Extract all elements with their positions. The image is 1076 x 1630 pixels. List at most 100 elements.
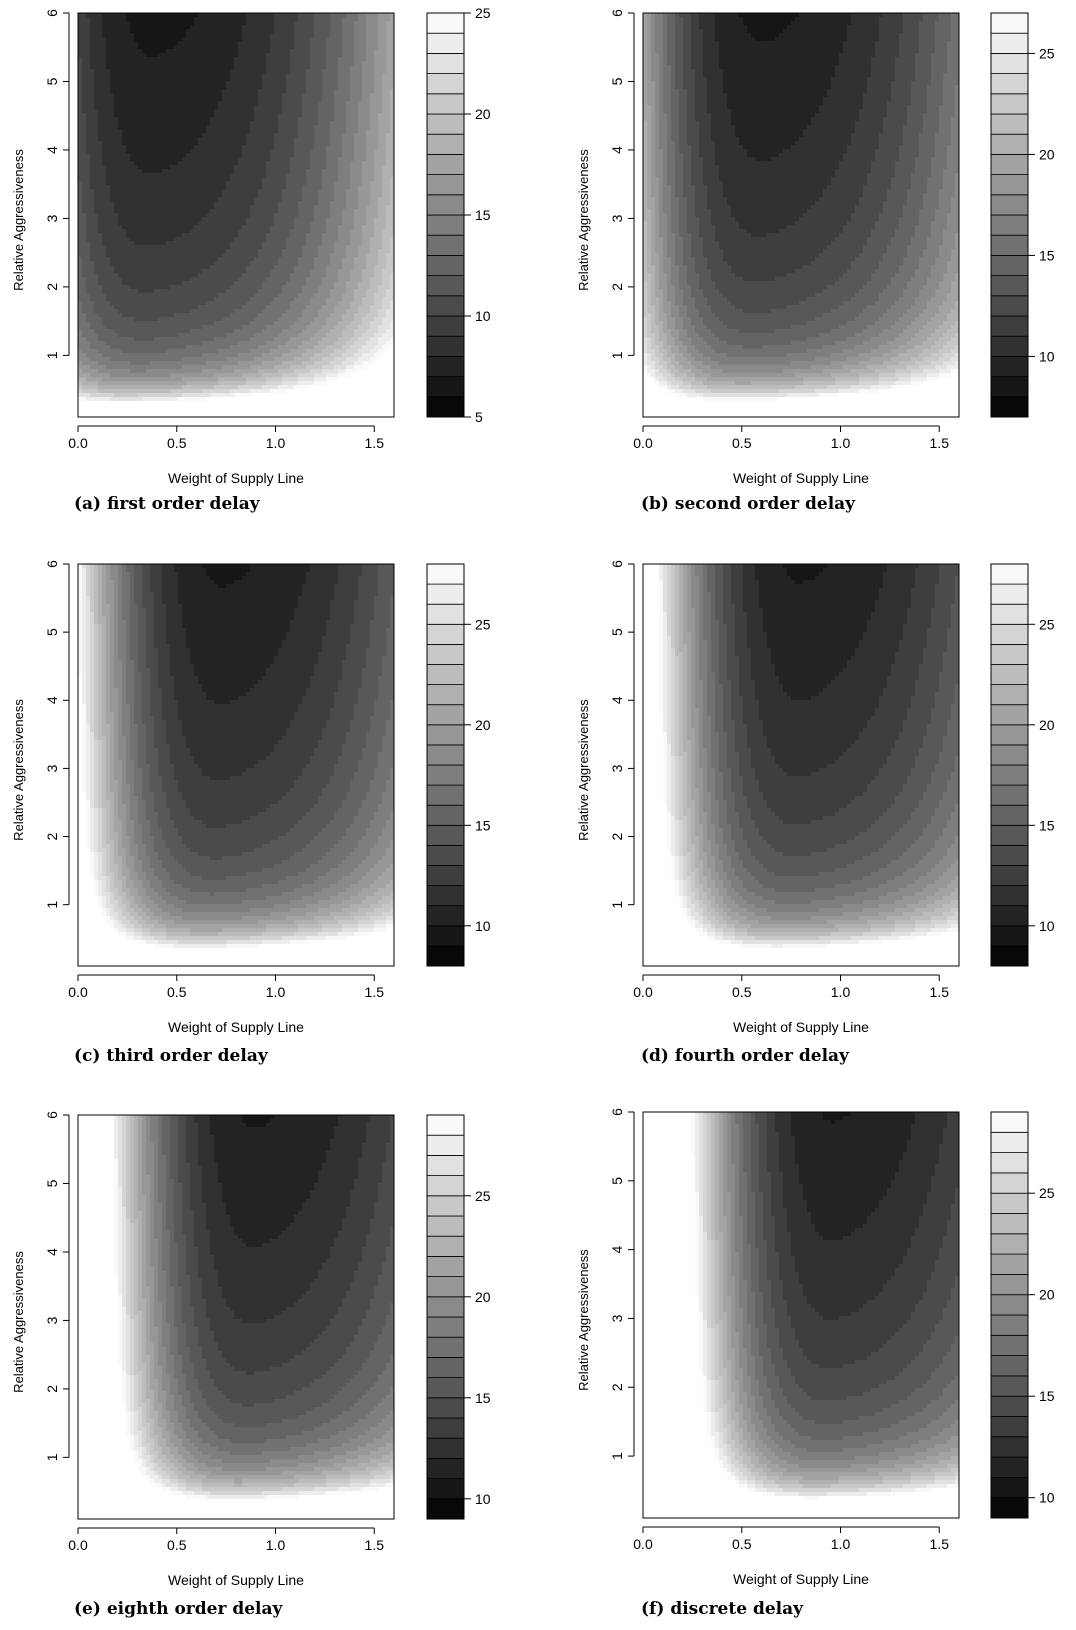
heatmap-cell [250, 17, 255, 22]
heatmap-cell [294, 41, 299, 46]
heatmap-cell [358, 13, 363, 18]
heatmap-cell [270, 177, 275, 182]
heatmap-cell [318, 145, 323, 150]
heatmap-cell [378, 193, 383, 198]
heatmap-cell [142, 153, 147, 158]
heatmap-cell [86, 13, 91, 18]
heatmap-cell [218, 185, 223, 190]
heatmap-cell [166, 65, 171, 70]
heatmap-cell [302, 197, 307, 202]
heatmap-cell [78, 13, 83, 18]
heatmap-cell [390, 69, 394, 74]
heatmap-cell [86, 157, 91, 162]
heatmap-cell [246, 245, 251, 250]
heatmap-cell [342, 133, 347, 138]
heatmap-cell [342, 189, 347, 194]
heatmap-cell [290, 41, 295, 46]
heatmap-cell [338, 221, 343, 226]
heatmap-cell [346, 25, 351, 30]
heatmap-cell [78, 113, 83, 118]
heatmap-cell [230, 105, 235, 110]
heatmap-cell [370, 53, 375, 58]
heatmap-cell [362, 129, 367, 134]
heatmap-cell [158, 37, 163, 42]
heatmap-cell [258, 193, 263, 198]
heatmap-cell [306, 81, 311, 86]
heatmap-cell [78, 233, 83, 238]
heatmap-cell [370, 261, 375, 266]
heatmap-cell [346, 41, 351, 46]
heatmap-cell [234, 253, 239, 258]
heatmap-cell [202, 157, 207, 162]
heatmap-cell [322, 133, 327, 138]
heatmap-cell [326, 129, 331, 134]
heatmap-cell [342, 241, 347, 246]
heatmap-cell [290, 45, 295, 50]
heatmap-cell [282, 113, 287, 118]
heatmap-cell [190, 77, 195, 82]
heatmap-cell [202, 137, 207, 142]
heatmap-cell [126, 45, 131, 50]
heatmap-cell [170, 209, 175, 214]
heatmap-cell [238, 181, 243, 186]
heatmap-cell [82, 249, 87, 254]
heatmap-cell [338, 97, 343, 102]
heatmap-cell [374, 121, 379, 126]
heatmap-cell [102, 17, 107, 22]
heatmap-cell [254, 45, 259, 50]
heatmap-cell [194, 177, 199, 182]
heatmap-cell [382, 57, 387, 62]
heatmap-cell [190, 121, 195, 126]
heatmap-cell [314, 77, 319, 82]
heatmap-cell [238, 73, 243, 78]
heatmap-cell [238, 133, 243, 138]
heatmap-cell [338, 113, 343, 118]
heatmap-cell [278, 137, 283, 142]
heatmap-cell [378, 41, 383, 46]
heatmap-cell [362, 185, 367, 190]
heatmap-cell [174, 205, 179, 210]
heatmap-cell [270, 13, 275, 18]
heatmap-cell [146, 237, 151, 242]
heatmap-cell [98, 85, 103, 90]
heatmap-cell [310, 169, 315, 174]
heatmap-cell [302, 25, 307, 30]
heatmap-cell [342, 181, 347, 186]
heatmap-cell [358, 221, 363, 226]
heatmap-cell [110, 29, 115, 34]
heatmap-cell [274, 65, 279, 70]
heatmap-cell [218, 121, 223, 126]
heatmap-cell [118, 97, 123, 102]
heatmap-cell [198, 197, 203, 202]
heatmap-cell [358, 121, 363, 126]
heatmap-cell [334, 109, 339, 114]
heatmap-cell [178, 261, 183, 266]
heatmap-cell [242, 81, 247, 86]
heatmap-cell [362, 117, 367, 122]
heatmap-cell [162, 41, 167, 46]
heatmap-cell [306, 209, 311, 214]
heatmap-cell [178, 141, 183, 146]
heatmap-cell [90, 185, 95, 190]
heatmap-cell [122, 177, 127, 182]
heatmap-cell [222, 241, 227, 246]
heatmap-cell [242, 17, 247, 22]
heatmap-cell [242, 13, 247, 18]
heatmap-cell [318, 257, 323, 262]
heatmap-cell [134, 113, 139, 118]
heatmap-cell [122, 61, 127, 66]
heatmap-cell [202, 237, 207, 242]
heatmap-cell [194, 153, 199, 158]
heatmap-cell [242, 177, 247, 182]
heatmap-cell [250, 133, 255, 138]
heatmap-cell [262, 237, 267, 242]
heatmap-cell [174, 57, 179, 62]
heatmap-cell [318, 45, 323, 50]
heatmap-cell [78, 241, 83, 246]
heatmap-cell [94, 237, 99, 242]
heatmap-cell [282, 85, 287, 90]
heatmap-cell [122, 217, 127, 222]
heatmap-cell [202, 229, 207, 234]
heatmap-cell [162, 109, 167, 114]
heatmap-cell [342, 177, 347, 182]
